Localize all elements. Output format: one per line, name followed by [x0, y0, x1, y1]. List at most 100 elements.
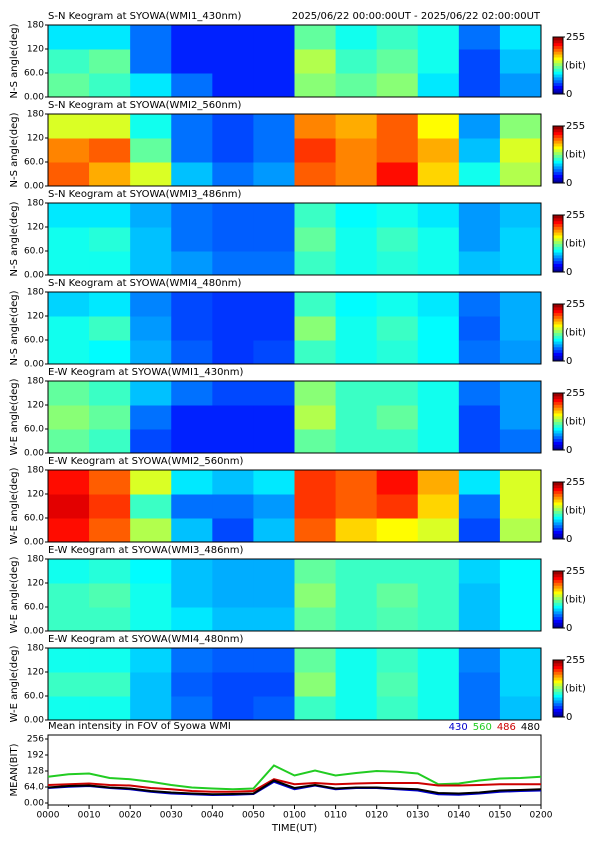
heat-cell [171, 494, 213, 519]
panel-title: E-W Keogram at SYOWA(WMI2_560nm) [48, 456, 244, 467]
plot-frame [47, 380, 542, 454]
heat-cell [294, 518, 337, 543]
colorbar-step [553, 252, 563, 256]
colorbar-step [553, 444, 563, 448]
colorbar-step [553, 407, 563, 411]
colorbar-step [553, 312, 563, 316]
heat-cell [253, 227, 295, 252]
heat-cell [376, 672, 419, 697]
heat-cell [171, 405, 213, 430]
heat-cell [253, 583, 295, 608]
colorbar-step [553, 79, 563, 84]
heat-cell [376, 470, 419, 495]
colorbar-step [553, 487, 563, 492]
y-tick-label: 64.0 [24, 783, 44, 793]
colorbar-tick-label: 255 [566, 299, 585, 310]
heat-cell [294, 381, 337, 406]
heat-cell [499, 494, 542, 519]
colorbar-step [553, 596, 563, 600]
heat-cell [499, 114, 542, 139]
heat-cell [294, 73, 337, 98]
heat-cell [499, 227, 542, 252]
heat-cell [212, 292, 254, 317]
heat-cell [335, 494, 378, 519]
y-tick-label: 120 [27, 668, 44, 678]
colorbar-step [553, 237, 563, 242]
panel-title: Mean intensity in FOV of Syowa WMI [48, 721, 231, 732]
x-tick-label: 0110 [324, 811, 347, 821]
y-tick-label: 120 [27, 401, 44, 411]
y-tick-label: 60.0 [24, 425, 44, 435]
colorbar-step [553, 616, 563, 620]
heat-cell [335, 49, 378, 74]
heat-cell [48, 114, 90, 139]
colorbar-step [553, 441, 563, 445]
heat-cell [253, 429, 295, 454]
y-tick-label: 192 [27, 751, 44, 761]
heat-cell [458, 494, 501, 519]
colorbar-step [553, 254, 563, 259]
heat-cell [171, 251, 213, 276]
heat-cell [335, 73, 378, 98]
heat-cell [171, 429, 213, 454]
colorbar-step [553, 521, 563, 526]
heat-cell [376, 494, 419, 519]
heat-cell [89, 607, 131, 632]
heat-cell [499, 25, 542, 50]
heat-cell [499, 607, 542, 632]
colorbar-step [553, 338, 563, 342]
heat-cell [376, 138, 419, 163]
heat-cell [48, 470, 90, 495]
heat-cell [130, 607, 172, 632]
heat-cell [335, 607, 378, 632]
heat-cell [458, 316, 501, 341]
heat-cell [48, 340, 90, 365]
colorbar-step [553, 174, 563, 178]
heat-cell [335, 227, 378, 252]
y-tick-label: 180 [27, 21, 44, 31]
heat-cell [294, 49, 337, 74]
colorbar-step [553, 42, 563, 47]
y-tick-label: 180 [27, 644, 44, 654]
heat-cell [130, 49, 172, 74]
y-tick-label: 60.0 [24, 69, 44, 79]
heat-cell [458, 696, 501, 721]
heat-cell [499, 251, 542, 276]
colorbar-tick-label: 255 [566, 32, 585, 43]
heat-cell [171, 470, 213, 495]
colorbar-step [553, 585, 563, 589]
colorbar-step [553, 593, 563, 598]
colorbar-step [553, 608, 563, 612]
heat-cell [48, 227, 90, 252]
y-axis-label: W-E angle(deg) [9, 378, 20, 455]
plot-frame [47, 24, 542, 98]
colorbar-step [553, 257, 563, 262]
colorbar-step [553, 579, 563, 583]
heat-cell [130, 227, 172, 252]
x-tick-label: 0040 [201, 811, 224, 821]
heat-cell [212, 607, 254, 632]
heat-cell [417, 162, 460, 187]
heat-cell [171, 559, 213, 584]
colorbar-step [553, 493, 563, 497]
heat-cell [130, 114, 172, 139]
colorbar-label: (bit) [565, 239, 586, 250]
colorbar-step [553, 82, 563, 86]
colorbar-step [553, 610, 563, 615]
heat-cell [294, 203, 337, 228]
colorbar-step [553, 665, 563, 670]
heat-cell [499, 203, 542, 228]
heat-cell [130, 696, 172, 721]
colorbar-step [553, 582, 563, 586]
heat-cell [212, 49, 254, 74]
heat-cell [458, 607, 501, 632]
colorbar-step [553, 571, 563, 575]
heat-cell [212, 316, 254, 341]
heat-cell [212, 340, 254, 365]
x-tick-label: 0200 [530, 811, 553, 821]
heat-cell [417, 138, 460, 163]
heat-cell [499, 49, 542, 74]
heat-cell [48, 607, 90, 632]
y-tick-label: 180 [27, 466, 44, 476]
y-axis-label: N-S angle(deg) [9, 290, 20, 365]
